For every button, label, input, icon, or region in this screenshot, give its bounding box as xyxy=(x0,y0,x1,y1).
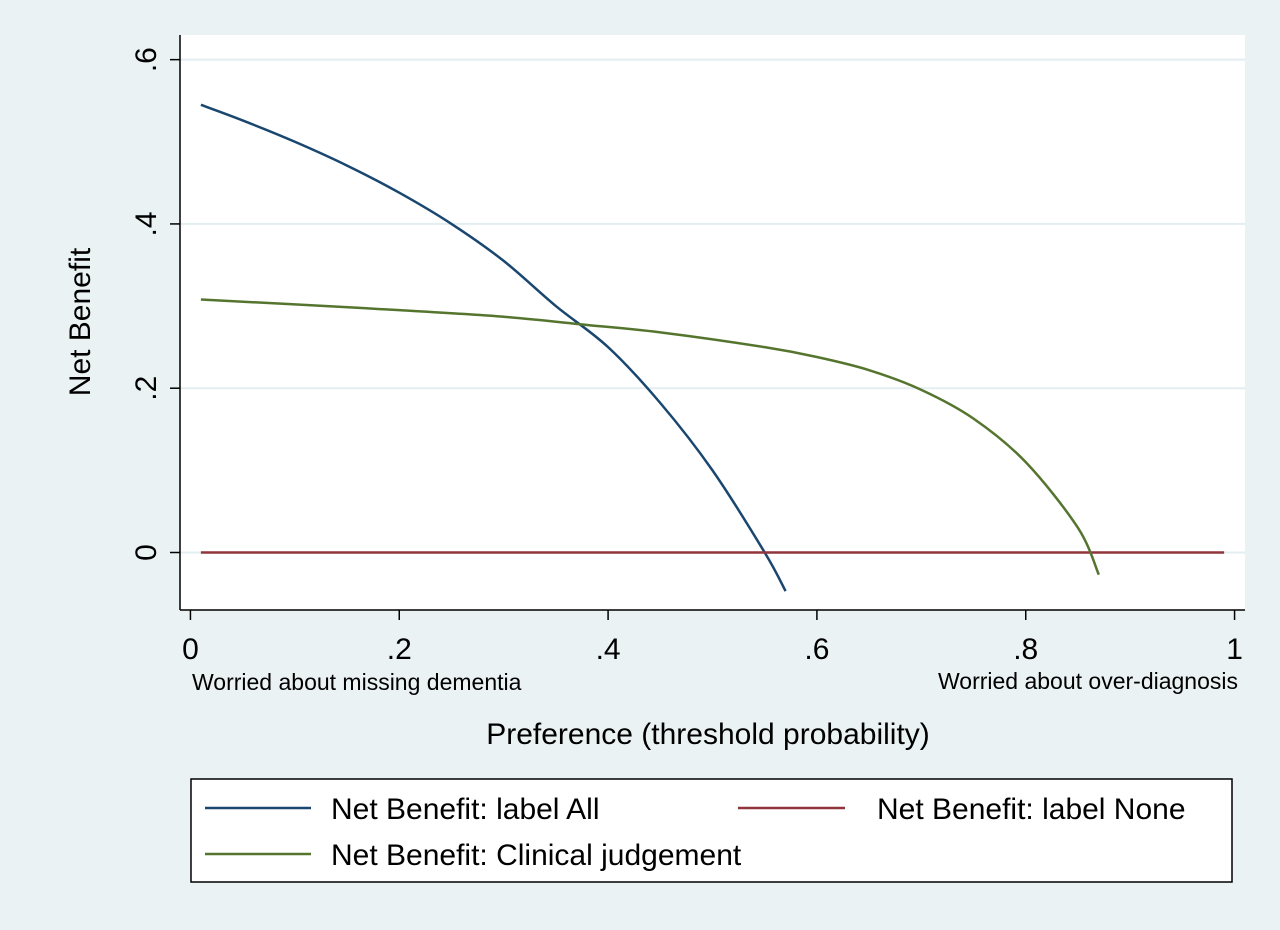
x-annotation-right: Worried about over-diagnosis xyxy=(938,668,1238,694)
legend-label-none: Net Benefit: label None xyxy=(877,793,1186,826)
x-tick-label: .6 xyxy=(804,633,829,666)
y-tick-label: .6 xyxy=(130,47,163,72)
legend-label-all: Net Benefit: label All xyxy=(331,793,600,826)
legend-label-clinical-judgement: Net Benefit: Clinical judgement xyxy=(331,839,742,872)
series-lines xyxy=(200,103,1225,592)
legend: Net Benefit: label All Net Benefit: labe… xyxy=(190,778,1233,883)
legend-box xyxy=(190,778,1233,883)
x-annotation-left: Worried about missing dementia xyxy=(192,669,522,695)
x-axis-title: Preference (threshold probability) xyxy=(486,718,930,751)
x-tick-label: 1 xyxy=(1226,633,1243,666)
y-tick-label: .2 xyxy=(130,376,163,401)
y-tick-label: 0 xyxy=(130,544,163,561)
x-tick-label: 0 xyxy=(182,633,199,666)
y-tick-label: .4 xyxy=(130,211,163,236)
series-line-label-all xyxy=(200,103,787,592)
x-tick-label: .2 xyxy=(387,633,412,666)
series-line-clinical-judgement xyxy=(200,298,1100,576)
y-axis-title: Net Benefit xyxy=(64,247,97,396)
x-tick-label: .8 xyxy=(1013,633,1038,666)
axes: 0 .2 .4 .6 0 .2 .4 .6 .8 1 xyxy=(130,35,1245,666)
x-tick-label: .4 xyxy=(596,633,621,666)
plot-area xyxy=(180,35,1245,610)
